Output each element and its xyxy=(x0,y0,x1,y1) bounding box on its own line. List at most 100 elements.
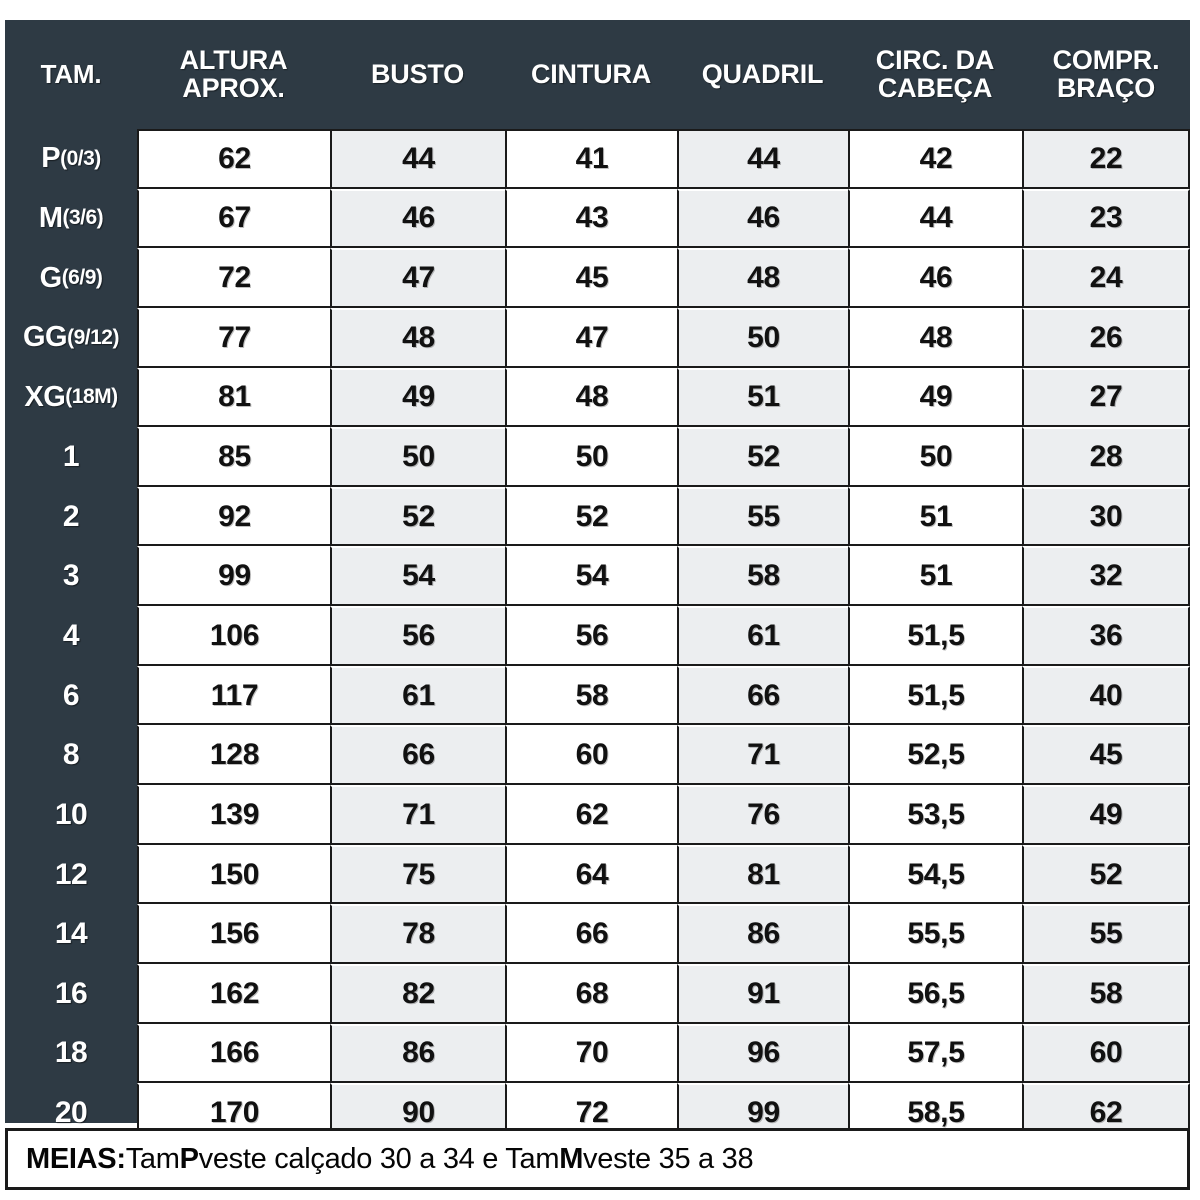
column-header-compr-braco-line-1: COMPR. xyxy=(1052,44,1160,75)
cell-quadril: 55 xyxy=(677,486,848,547)
cell-braco: 30 xyxy=(1022,486,1190,547)
row-size-label: 2 xyxy=(5,487,137,547)
cell-braco: 40 xyxy=(1022,665,1190,726)
column-header-compr-braco-line-2: BRAÇO xyxy=(1057,72,1155,103)
cell-braco: 32 xyxy=(1022,546,1190,607)
cell-cabeca: 49 xyxy=(848,367,1022,428)
cell-busto: 48 xyxy=(330,307,505,368)
row-size-label: 14 xyxy=(5,904,137,964)
cell-cintura: 58 xyxy=(505,665,677,726)
cell-altura: 162 xyxy=(137,963,330,1024)
cell-braco: 22 xyxy=(1022,129,1190,189)
cell-braco: 36 xyxy=(1022,606,1190,666)
cell-cintura: 56 xyxy=(505,606,677,666)
column-header-altura-line-1: ALTURA xyxy=(179,44,288,75)
cell-cintura: 66 xyxy=(505,904,677,964)
cell-altura: 166 xyxy=(137,1023,330,1084)
row-size-main: M xyxy=(38,201,63,234)
row-size-sub: (0/3) xyxy=(60,146,101,170)
table-row: 10 139 71 62 76 53,5 49 xyxy=(5,785,1190,845)
cell-busto: 44 xyxy=(330,129,505,189)
table-row: 12 150 75 64 81 54,5 52 xyxy=(5,844,1190,905)
table-row: 16 162 82 68 91 56,5 58 xyxy=(5,963,1190,1024)
row-size-main: 3 xyxy=(62,559,80,593)
row-size-label: 18 xyxy=(5,1024,137,1084)
row-size-label: P (0/3) xyxy=(5,129,137,189)
cell-braco: 23 xyxy=(1022,188,1190,249)
cell-braco: 45 xyxy=(1022,725,1190,786)
row-size-main: 4 xyxy=(62,618,80,652)
table-row: GG (9/12) 77 48 47 50 48 26 xyxy=(5,307,1190,368)
cell-altura: 139 xyxy=(137,785,330,845)
cell-cabeca: 51 xyxy=(848,486,1022,547)
cell-busto: 46 xyxy=(330,188,505,249)
cell-cabeca: 50 xyxy=(848,427,1022,487)
row-size-main: 12 xyxy=(54,857,88,891)
row-size-label: 16 xyxy=(5,964,137,1024)
cell-quadril: 44 xyxy=(677,129,848,189)
cell-quadril: 52 xyxy=(677,427,848,487)
cell-quadril: 96 xyxy=(677,1023,848,1084)
column-header-busto-line-1: BUSTO xyxy=(370,58,464,89)
row-size-main: 6 xyxy=(62,678,80,712)
cell-cabeca: 56,5 xyxy=(848,963,1022,1024)
row-size-label: 20 xyxy=(5,1083,137,1143)
table-row: 4 106 56 56 61 51,5 36 xyxy=(5,606,1190,666)
footer-bold-2: M xyxy=(559,1142,584,1175)
cell-quadril: 76 xyxy=(677,785,848,845)
cell-cintura: 50 xyxy=(505,427,677,487)
cell-busto: 61 xyxy=(330,665,505,726)
footer-text-2: veste calçado 30 a 34 e Tam xyxy=(198,1142,560,1175)
cell-braco: 58 xyxy=(1022,963,1190,1024)
column-header-cintura: CINTURA xyxy=(505,20,677,129)
table-row: 18 166 86 70 96 57,5 60 xyxy=(5,1023,1190,1084)
cell-cintura: 47 xyxy=(505,307,677,368)
cell-busto: 86 xyxy=(330,1023,505,1084)
cell-altura: 81 xyxy=(137,367,330,428)
column-header-quadril-line-1: QUADRIL xyxy=(701,58,824,89)
cell-busto: 47 xyxy=(330,248,505,308)
cell-cintura: 43 xyxy=(505,188,677,249)
cell-braco: 52 xyxy=(1022,844,1190,905)
cell-quadril: 58 xyxy=(677,546,848,607)
cell-busto: 54 xyxy=(330,546,505,607)
column-header-altura-line-2: APROX. xyxy=(182,72,285,103)
cell-braco: 24 xyxy=(1022,248,1190,308)
cell-cintura: 62 xyxy=(505,785,677,845)
column-header-altura: ALTURA APROX. xyxy=(137,20,330,129)
cell-cintura: 54 xyxy=(505,546,677,607)
footer-text-1: Tam xyxy=(125,1142,180,1175)
row-size-main: P xyxy=(41,142,61,175)
cell-cabeca: 52,5 xyxy=(848,725,1022,786)
column-header-circ-cabeca: CIRC. DA CABEÇA xyxy=(848,20,1022,129)
cell-altura: 72 xyxy=(137,248,330,308)
cell-busto: 75 xyxy=(330,844,505,905)
column-header-compr-braco: COMPR. BRAÇO xyxy=(1022,20,1190,129)
table-row: 14 156 78 66 86 55,5 55 xyxy=(5,904,1190,964)
table-row: 1 85 50 50 52 50 28 xyxy=(5,427,1190,487)
table-row: 3 99 54 54 58 51 32 xyxy=(5,546,1190,607)
row-size-main: 20 xyxy=(54,1096,88,1130)
cell-cintura: 45 xyxy=(505,248,677,308)
row-size-main: 2 xyxy=(62,499,80,533)
table-row: M (3/6) 67 46 43 46 44 23 xyxy=(5,188,1190,249)
cell-cintura: 64 xyxy=(505,844,677,905)
cell-cabeca: 42 xyxy=(848,129,1022,189)
cell-altura: 128 xyxy=(137,725,330,786)
table-row: 6 117 61 58 66 51,5 40 xyxy=(5,665,1190,726)
row-size-label: M (3/6) xyxy=(5,189,137,249)
cell-altura: 150 xyxy=(137,844,330,905)
cell-altura: 99 xyxy=(137,546,330,607)
cell-busto: 49 xyxy=(330,367,505,428)
row-size-label: XG (18M) xyxy=(5,368,137,428)
row-size-label: 4 xyxy=(5,606,137,666)
cell-cintura: 60 xyxy=(505,725,677,786)
cell-braco: 60 xyxy=(1022,1023,1190,1084)
cell-braco: 26 xyxy=(1022,307,1190,368)
cell-cabeca: 51,5 xyxy=(848,606,1022,666)
cell-braco: 27 xyxy=(1022,367,1190,428)
row-size-main: 8 xyxy=(62,738,80,772)
row-size-main: XG xyxy=(24,380,66,413)
cell-quadril: 46 xyxy=(677,188,848,249)
